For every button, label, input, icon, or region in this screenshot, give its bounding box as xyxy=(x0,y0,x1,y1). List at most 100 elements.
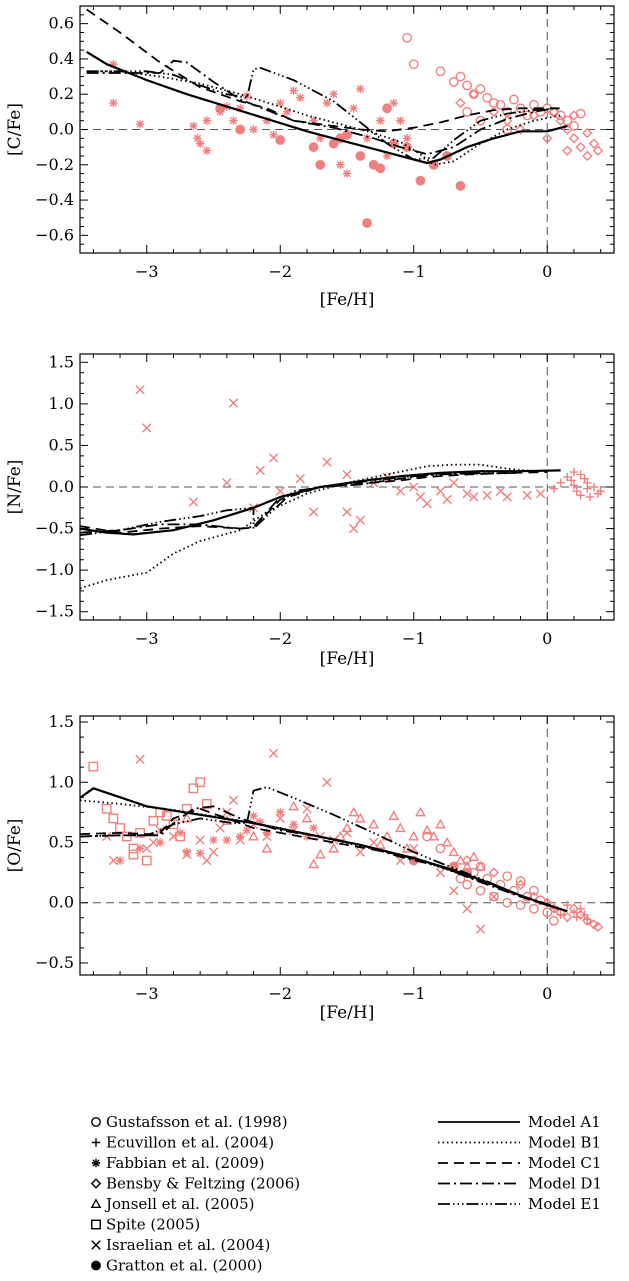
data-point xyxy=(188,783,199,794)
legend-item-model-c1: Model C1 xyxy=(438,1154,601,1172)
y-tick-label: 1.0 xyxy=(49,772,74,791)
data-point xyxy=(515,900,526,911)
data-point xyxy=(195,849,205,858)
data-point xyxy=(314,848,326,859)
x-tick-label: −3 xyxy=(135,629,159,648)
y-axis-label: [N/Fe] xyxy=(5,460,25,515)
x-axis-label: [Fe/H] xyxy=(320,1003,375,1023)
data-point xyxy=(488,867,500,878)
data-point xyxy=(322,98,332,108)
data-point xyxy=(348,806,360,817)
data-point xyxy=(455,71,466,82)
data-point xyxy=(109,60,118,69)
data-point xyxy=(435,843,446,854)
data-point xyxy=(422,831,432,842)
legend-label: Israelian et al. (2004) xyxy=(106,1236,270,1254)
data-point xyxy=(495,99,506,110)
data-point xyxy=(515,124,526,135)
observations-asterisk xyxy=(115,808,318,865)
model-curve-d1 xyxy=(80,805,548,906)
model-curve-a1 xyxy=(86,50,568,165)
data-point xyxy=(302,804,312,814)
data-point xyxy=(193,134,202,143)
plot-area xyxy=(80,716,614,975)
data-point xyxy=(415,806,426,817)
data-point xyxy=(442,494,452,505)
data-point xyxy=(135,754,145,765)
data-point xyxy=(435,66,446,77)
data-point xyxy=(354,812,366,823)
data-point xyxy=(455,181,466,191)
data-point xyxy=(135,385,145,395)
panel-2: −3 −2 −1 0 −1.5 −1.0 −0.5 0.0 0.5 1.0 1.5 [Fe/H] [N/… xyxy=(5,352,615,669)
observations-square-open xyxy=(88,761,212,866)
data-point xyxy=(141,855,152,866)
data-point xyxy=(475,885,486,896)
data-point xyxy=(342,169,352,178)
y-tick-label: 0.0 xyxy=(49,893,74,912)
x-tick-label: −1 xyxy=(402,262,426,281)
data-point xyxy=(261,842,273,853)
data-point xyxy=(302,832,312,841)
data-point xyxy=(374,839,386,849)
data-point xyxy=(382,151,392,161)
legend-label: Ecuvillon et al. (2004) xyxy=(106,1134,274,1152)
data-point xyxy=(168,831,179,842)
data-point xyxy=(255,465,265,476)
data-point xyxy=(208,847,219,857)
data-point xyxy=(435,867,446,878)
legend-label: Spite (2005) xyxy=(106,1216,200,1234)
legend-item-circle-open: Gustafsson et al. (1998) xyxy=(91,1113,288,1131)
data-point xyxy=(215,823,225,833)
data-point xyxy=(282,107,292,117)
data-point xyxy=(108,813,119,824)
circle-open-icon xyxy=(91,1117,101,1127)
data-point xyxy=(583,915,592,924)
y-tick-label: 0.4 xyxy=(49,49,74,68)
data-point xyxy=(468,89,480,100)
square-open-icon xyxy=(91,1219,101,1230)
model-curve-b1 xyxy=(86,70,561,166)
data-point xyxy=(575,141,586,153)
data-point xyxy=(588,138,600,149)
y-tick-label: 1.5 xyxy=(49,352,74,371)
data-point xyxy=(556,910,565,919)
diamond-open-icon xyxy=(90,1178,102,1189)
data-point xyxy=(202,855,212,866)
x-tick-label: 0 xyxy=(542,629,552,648)
data-point xyxy=(115,856,125,865)
data-point xyxy=(308,858,320,869)
data-point xyxy=(181,812,193,823)
data-point xyxy=(555,115,566,126)
x-axis-label: [Fe/H] xyxy=(320,290,375,310)
data-point xyxy=(583,484,592,493)
x-tick-label: −2 xyxy=(268,629,292,648)
data-point xyxy=(389,98,398,108)
y-tick-label: 1.0 xyxy=(49,394,74,413)
data-point xyxy=(475,860,486,871)
asterisk-icon xyxy=(91,1158,101,1168)
y-tick-label: −0.2 xyxy=(35,155,74,174)
data-point xyxy=(276,808,285,817)
x-tick-label: −2 xyxy=(268,984,292,1003)
data-point xyxy=(336,160,345,169)
legend: Gustafsson et al. (1998) Ecuvillon et al.… xyxy=(90,1113,602,1275)
data-point xyxy=(168,819,179,830)
data-point xyxy=(422,498,432,509)
data-point xyxy=(592,921,604,933)
data-point xyxy=(268,453,279,463)
data-point xyxy=(262,116,272,125)
data-point xyxy=(582,127,593,139)
data-point xyxy=(328,842,340,853)
data-point xyxy=(228,795,239,806)
data-point xyxy=(449,478,459,488)
legend-label: Jonsell et al. (2005) xyxy=(104,1195,254,1213)
y-tick-label: −1.5 xyxy=(35,602,74,621)
data-point xyxy=(355,515,366,525)
data-point xyxy=(308,142,319,153)
legend-item-cross: Israelian et al. (2004) xyxy=(91,1236,270,1254)
y-tick-label: 0.5 xyxy=(49,435,74,454)
data-point xyxy=(408,830,420,841)
legend-item-triangle-open: Jonsell et al. (2005) xyxy=(90,1195,254,1213)
data-point xyxy=(461,855,473,866)
